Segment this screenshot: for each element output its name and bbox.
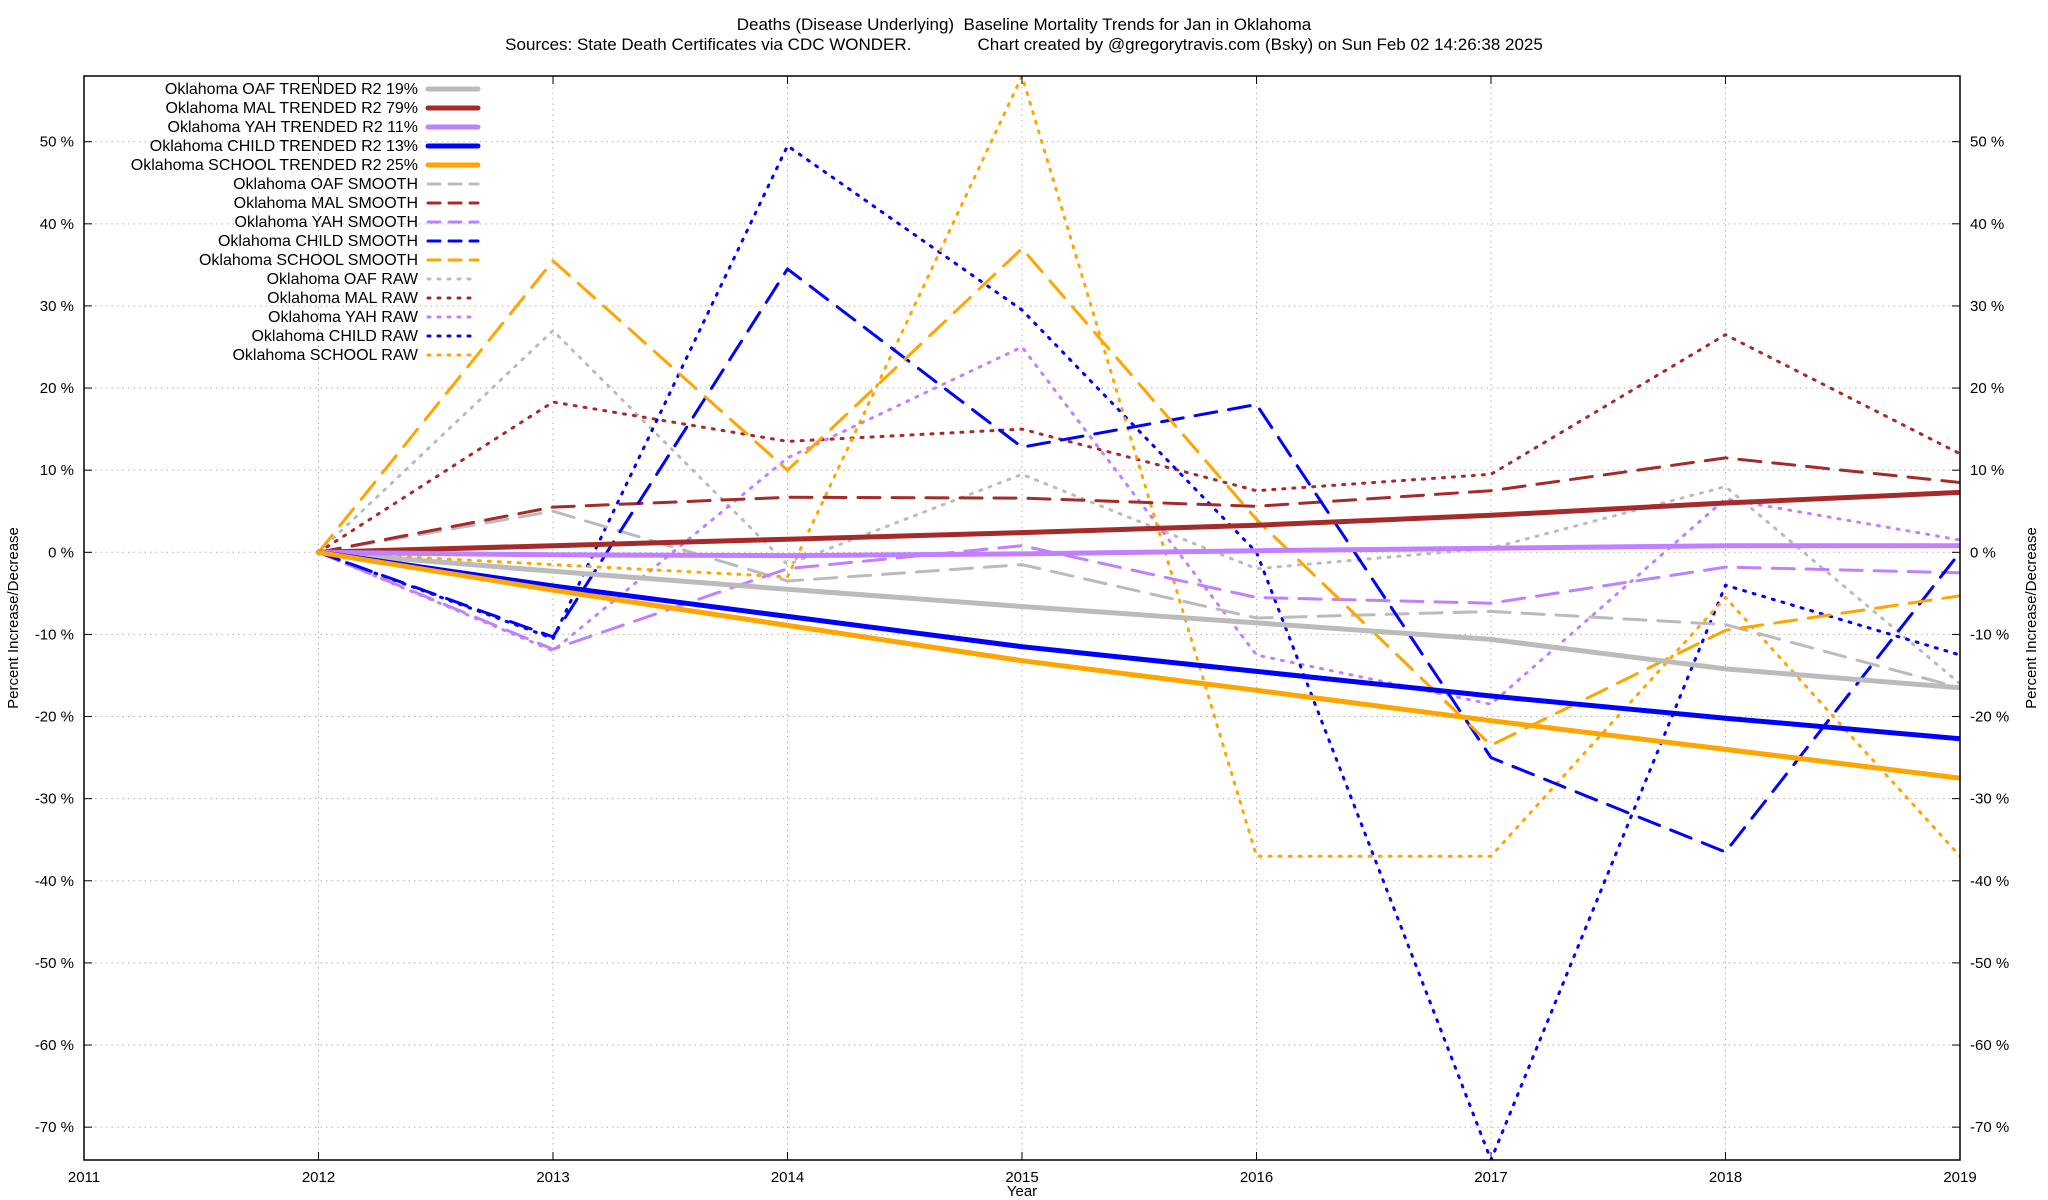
y-tick-label: 10 % — [40, 462, 74, 479]
legend-label: Oklahoma SCHOOL TRENDED R2 25% — [131, 157, 418, 174]
y-tick-label: 20 % — [40, 380, 74, 397]
legend-label: Oklahoma YAH RAW — [268, 309, 419, 326]
legend-label: Oklahoma MAL TRENDED R2 79% — [165, 100, 418, 117]
series-line-4 — [316, 549, 1960, 742]
y-tick-label: -50 % — [35, 955, 74, 972]
y-tick-label: -30 % — [35, 791, 74, 808]
x-tick-label: 2014 — [771, 1169, 804, 1186]
series-line-14 — [317, 144, 1960, 1160]
y2-tick-label: 30 % — [1970, 298, 2004, 315]
x-tick-label: 2011 — [68, 1169, 100, 1186]
y-tick-label: -40 % — [35, 873, 74, 890]
y2-tick-label: 40 % — [1970, 216, 2004, 233]
series-line-12 — [317, 333, 1960, 554]
y2-tick-label: 10 % — [1970, 462, 2004, 479]
legend-label: Oklahoma CHILD SMOOTH — [218, 233, 418, 250]
legend-label: Oklahoma OAF RAW — [267, 271, 419, 288]
y2-tick-label: -20 % — [1970, 709, 2009, 726]
y2-tick-label: -60 % — [1970, 1037, 2009, 1054]
y2-tick-label: 50 % — [1970, 134, 2004, 151]
series-line-10 — [317, 247, 1960, 747]
legend-label: Oklahoma MAL RAW — [267, 290, 419, 307]
series-line-5 — [316, 549, 1960, 781]
series-layer — [316, 76, 1960, 1160]
legend-label: Oklahoma MAL SMOOTH — [234, 195, 418, 212]
series-line-11 — [317, 329, 1960, 686]
series-line-8 — [317, 544, 1960, 651]
y-tick-label: -60 % — [35, 1037, 74, 1054]
legend-label: Oklahoma OAF TRENDED R2 19% — [165, 81, 418, 98]
x-axis-label: Year — [1007, 1183, 1037, 1200]
legend-label: Oklahoma CHILD RAW — [251, 328, 418, 345]
x-tick-label: 2017 — [1474, 1169, 1507, 1186]
chart-subtitle: Sources: State Death Certificates via CD… — [505, 35, 1543, 54]
x-tick-label: 2019 — [1943, 1169, 1976, 1186]
x-tick-label: 2015 — [1005, 1169, 1038, 1186]
y2-tick-label: -70 % — [1970, 1119, 2009, 1136]
legend: Oklahoma OAF TRENDED R2 19% Oklahoma MAL … — [131, 81, 481, 364]
y-tick-label: -10 % — [35, 626, 74, 643]
x-tick-label: 2016 — [1240, 1169, 1273, 1186]
series-line-15 — [317, 76, 1960, 858]
axis-ticks: 50 % 50 % 40 % 40 % 30 % 30 % 20 % 20 % 10 % 10 %… — [35, 76, 2009, 1186]
y2-tick-label: 20 % — [1970, 380, 2004, 397]
y-tick-label: 40 % — [40, 216, 74, 233]
series-line-9 — [317, 267, 1960, 854]
x-tick-label: 2013 — [536, 1169, 569, 1186]
y-tick-label: 50 % — [40, 134, 74, 151]
y-tick-label: -20 % — [35, 709, 74, 726]
series-line-2 — [316, 489, 1960, 555]
series-line-3 — [316, 543, 1960, 559]
series-line-7 — [317, 456, 1960, 554]
legend-label: Oklahoma OAF SMOOTH — [233, 176, 418, 193]
legend-label: Oklahoma SCHOOL SMOOTH — [199, 252, 418, 269]
y2-tick-label: -50 % — [1970, 955, 2009, 972]
legend-label: Oklahoma YAH TRENDED R2 11% — [168, 119, 418, 136]
chart-title: Deaths (Disease Underlying) Baseline Mor… — [736, 15, 1312, 34]
series-line-13 — [317, 345, 1960, 706]
y2-tick-label: -10 % — [1970, 626, 2009, 643]
y-tick-label: -70 % — [35, 1119, 74, 1136]
y2-tick-label: 0 % — [1970, 544, 1996, 561]
legend-label: Oklahoma CHILD TRENDED R2 13% — [150, 138, 418, 155]
series-line-6 — [317, 509, 1960, 690]
y-tick-label: 0 % — [48, 544, 74, 561]
x-tick-label: 2012 — [302, 1169, 335, 1186]
y2-axis-label: Percent Increase/Decrease — [2023, 527, 2040, 709]
y2-tick-label: -40 % — [1970, 873, 2009, 890]
legend-label: Oklahoma YAH SMOOTH — [235, 214, 418, 231]
y-axis-label: Percent Increase/Decrease — [5, 527, 22, 709]
series-line-1 — [316, 549, 1960, 691]
x-tick-label: 2018 — [1709, 1169, 1742, 1186]
y2-tick-label: -30 % — [1970, 791, 2009, 808]
legend-label: Oklahoma SCHOOL RAW — [232, 347, 418, 364]
y-tick-label: 30 % — [40, 298, 74, 315]
